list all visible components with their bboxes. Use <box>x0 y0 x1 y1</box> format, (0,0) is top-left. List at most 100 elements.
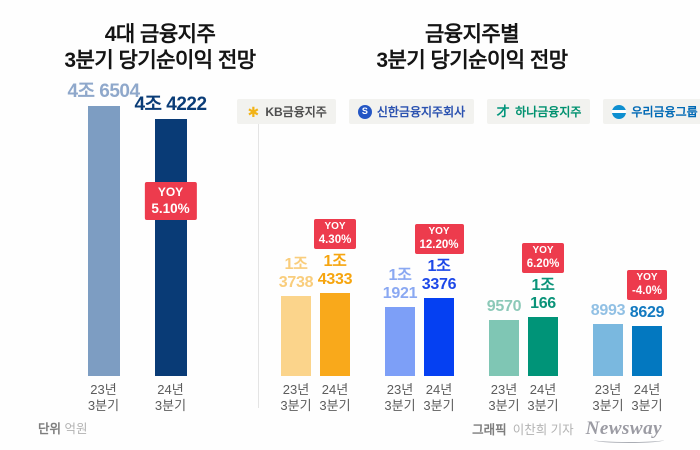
x-axis-label-line1: 23년 <box>282 382 310 398</box>
x-axis-label-line1: 24년 <box>425 382 453 398</box>
x-axis-label-line1: 23년 <box>490 382 518 398</box>
legend-label: 신한금융지주회사 <box>376 105 466 119</box>
x-axis-label: 23년 3분기 <box>488 376 519 414</box>
bar-value-label: 4조 4222 <box>134 94 207 116</box>
x-axis-label: 23년 3분기 <box>88 376 119 414</box>
x-axis-label-line2: 3분기 <box>631 398 663 414</box>
shinhan-circle-icon: S <box>357 104 372 119</box>
x-axis-label-line2: 3분기 <box>280 398 312 414</box>
credit-label: 그래픽 <box>472 423 507 437</box>
newsway-swoosh-icon <box>593 437 664 443</box>
legend-label: 우리금융그룹 <box>631 105 698 119</box>
yoy-badge: YOY 12.20% <box>414 224 464 255</box>
yoy-badge-value: 4.30% <box>318 233 352 246</box>
yoy-badge-value: -4.0% <box>631 284 663 297</box>
legend-badge: 우리금융그룹 <box>603 99 700 124</box>
bar-value-line: 4333 <box>317 271 353 289</box>
bar <box>528 317 558 377</box>
bar-value-line: 8629 <box>629 304 665 322</box>
bar-value-label: 1조 3376 <box>421 258 457 294</box>
bar-value-line: 1조 <box>323 253 347 271</box>
yoy-badge-title: YOY <box>157 185 184 200</box>
x-axis-label: 24년 3분기 <box>319 376 350 414</box>
yoy-badge: YOY 4.30% <box>313 219 357 250</box>
bar <box>632 326 662 377</box>
bar-value-line: 1조 <box>388 267 412 285</box>
kb-star-icon: ✱ <box>247 103 260 120</box>
bar-value-line: 8993 <box>590 302 626 320</box>
bar-group: 1조 3738 23년 3분기 YOY 4.30% 1조 4333 24년 3분기 <box>278 219 357 414</box>
yoy-badge-title: YOY <box>636 272 658 284</box>
x-axis-label-line1: 24년 <box>633 382 661 398</box>
bar-value-label: 4조 6504 <box>67 81 140 103</box>
newsway-logo-text: Newsway <box>585 418 662 439</box>
x-axis-label: 23년 3분기 <box>280 376 311 414</box>
x-axis-label: 24년 3분기 <box>423 376 454 414</box>
bar: YOY 5.10% <box>144 119 197 377</box>
bar-column: YOY -4.0% 8629 24년 3분기 <box>626 270 668 414</box>
bar-group: 1조 1921 23년 3분기 YOY 12.20% 1조 3376 24년 3분기 <box>382 224 464 414</box>
bar <box>320 293 350 377</box>
bar-column: YOY 6.20% 1조 166 24년 3분기 <box>521 243 565 414</box>
unit-label: 단위 <box>38 422 62 436</box>
right-chart-title-line1: 금융지주별 <box>424 23 520 46</box>
x-axis-label-line1: 23년 <box>386 382 414 398</box>
bar-value-label: 1조 3738 <box>278 256 314 292</box>
legend-badge: S 신한금융지주회사 <box>348 99 475 124</box>
legend-badge: ✱ KB금융지주 <box>237 99 336 124</box>
bar-group: 9570 23년 3분기 YOY 6.20% 1조 166 24년 3분기 <box>486 243 565 414</box>
bar-column: YOY 4.30% 1조 4333 24년 3분기 <box>313 219 357 414</box>
bar-value-line: 3738 <box>278 274 314 292</box>
x-axis-label: 23년 3분기 <box>592 376 623 414</box>
bar-value-label: 1조 4333 <box>317 253 353 289</box>
credit-value: 이찬희 기자 <box>512 423 574 437</box>
bar <box>87 106 120 377</box>
newsway-logo: Newsway <box>585 418 664 443</box>
legend-badge: 才 하나금융지주 <box>487 99 591 124</box>
bar-value-label: 1조 166 <box>530 277 556 313</box>
legend-label: KB금융지주 <box>265 105 327 119</box>
bar <box>281 296 311 377</box>
x-axis-label-line2: 3분기 <box>87 398 120 414</box>
bar-value-line: 1조 <box>427 258 451 276</box>
x-axis-label-line1: 23년 <box>594 382 622 398</box>
bar-value-line: 1조 <box>531 277 555 295</box>
bar-value-label: 8993 <box>590 302 626 320</box>
yoy-badge: YOY -4.0% <box>626 270 668 301</box>
x-axis-label-line1: 24년 <box>321 382 349 398</box>
unit-value: 억원 <box>64 422 88 436</box>
yoy-badge-value: 12.20% <box>419 238 459 251</box>
yoy-badge-value: 5.10% <box>151 200 190 216</box>
x-axis-label-line1: 24년 <box>529 382 557 398</box>
yoy-badge-title: YOY <box>324 221 346 233</box>
bar-value-line: 4조 4222 <box>134 94 207 116</box>
right-chart-title-line2: 3분기 당기순이익 전망 <box>376 49 568 73</box>
x-axis-label-line2: 3분기 <box>592 398 624 414</box>
bar-value-line: 4조 6504 <box>67 81 140 103</box>
bar-value-line: 3376 <box>421 276 457 294</box>
bar-value-line: 1921 <box>382 285 418 303</box>
x-axis-label-line2: 3분기 <box>384 398 416 414</box>
legend-label: 하나금융지주 <box>515 105 582 119</box>
bar-value-line: 166 <box>530 295 556 313</box>
x-axis-label: 23년 3분기 <box>384 376 415 414</box>
company-legend: ✱ KB금융지주 S 신한금융지주회사 才 하나금융지주 우리금융그룹 <box>237 99 700 124</box>
left-chart-title-line1: 4대 금융지주 <box>104 23 216 46</box>
per-company-bar-chart: 1조 3738 23년 3분기 YOY 4.30% 1조 4333 24년 3분기 1조 1921 23… <box>278 219 668 414</box>
x-axis-label-line1: 24년 <box>157 382 184 398</box>
bar-value-label: 8629 <box>629 304 665 322</box>
x-axis-label-line2: 3분기 <box>423 398 455 414</box>
bar-group: 8993 23년 3분기 YOY -4.0% 8629 24년 3분기 <box>590 270 668 414</box>
bar-value-label: 1조 1921 <box>382 267 418 303</box>
unit-note: 단위 억원 <box>38 418 88 437</box>
bar-column: 4조 4222 YOY 5.10% 24년 3분기 <box>134 94 207 414</box>
yoy-badge: YOY 6.20% <box>521 243 565 274</box>
bar-value-line: 9570 <box>486 298 522 316</box>
bar-column: 8993 23년 3분기 <box>590 270 626 414</box>
total-profit-bar-chart: 4조 6504 23년 3분기 4조 4222 YOY 5.10% 24년 3분기 <box>67 81 207 414</box>
x-axis-label: 24년 3분기 <box>527 376 558 414</box>
yoy-badge-title: YOY <box>428 226 450 238</box>
bar-column: 9570 23년 3분기 <box>486 243 522 414</box>
x-axis-label: 24년 3분기 <box>631 376 662 414</box>
